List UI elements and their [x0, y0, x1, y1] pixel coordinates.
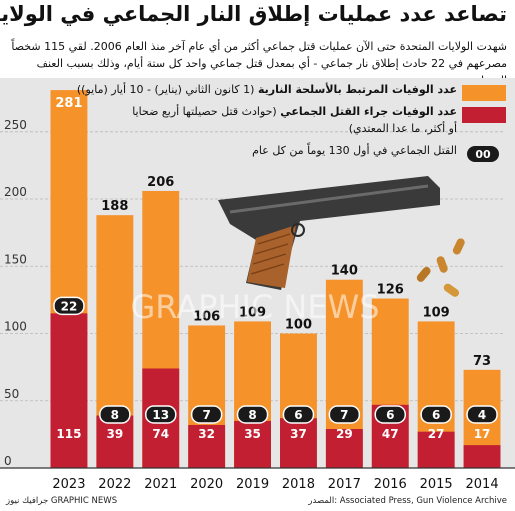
bar-mass [325, 429, 363, 468]
incident-count: 7 [340, 408, 348, 422]
pistol-illustration [218, 176, 440, 290]
bar-mass [50, 313, 88, 468]
total-value-label: 206 [147, 175, 174, 190]
legend-mass-note: (حوادث قتل حصيلتها أربع ضحايا [132, 105, 277, 118]
legend-total-note: (1 كانون الثاني (يناير) - 10 أيار (مايو)… [76, 83, 255, 96]
bar-mass [96, 415, 134, 468]
legend-mass-swatch [462, 107, 506, 123]
incident-count: 6 [294, 408, 302, 422]
legend-total: عدد الوفيات المرتبط بالأسلحة النارية (1 … [77, 83, 457, 96]
legend-mass-note-line2: أو أكثر، ما عدا المعتدي) [348, 122, 457, 135]
legend-total-swatch [462, 85, 506, 101]
incident-badge [99, 405, 131, 424]
bar-mass [188, 424, 226, 468]
x-tick-label: 2016 [374, 477, 407, 492]
chart-title: تصاعد عدد عمليات إطلاق النار الجماعي في … [0, 2, 507, 26]
legend-mass-label: عدد الوفيات جراء القتل الجماعي [280, 105, 457, 118]
incident-count: 13 [152, 408, 169, 422]
legend-incidents-label: القتل الجماعي في أول 130 يوماً من كل عام [252, 144, 457, 157]
incident-badge [145, 405, 177, 424]
y-tick-label: 50 [4, 387, 19, 401]
total-value-label: 106 [193, 309, 220, 324]
mass-value-label: 115 [56, 427, 81, 441]
incident-badge [236, 405, 269, 424]
total-value-label: 109 [423, 305, 450, 320]
bar-mass [463, 445, 501, 468]
incident-count: 4 [478, 408, 486, 422]
incident-badge [374, 405, 406, 424]
bullets-illustration [416, 238, 465, 297]
x-tick-label: 2018 [282, 477, 315, 492]
axes: 0 50 100 150 200 250 [0, 118, 515, 469]
incident-count: 7 [202, 408, 210, 422]
mass-value-label: 17 [474, 427, 491, 441]
x-tick-label: 2015 [420, 477, 453, 492]
total-value-label: 140 [331, 264, 358, 279]
incident-badge [420, 405, 452, 424]
incident-badge [53, 296, 85, 316]
total-value-label: 109 [239, 305, 266, 320]
incident-badge [282, 405, 315, 424]
bars-group: 2811152220231883982022206741320211063272… [50, 85, 506, 492]
bar-mass [417, 431, 455, 468]
watermark-text: GRAPHIC NEWS [130, 288, 379, 326]
mass-value-label: 47 [382, 427, 399, 441]
legend-mass: عدد الوفيات جراء القتل الجماعي (حوادث قت… [132, 105, 457, 118]
x-tick-label: 2022 [98, 477, 131, 492]
incident-count: 8 [111, 408, 119, 422]
y-tick-label: 0 [4, 454, 12, 468]
bar-mass [280, 418, 317, 468]
mass-value-label: 29 [336, 427, 353, 441]
total-value-label: 281 [55, 96, 82, 111]
legend-total-label: عدد الوفيات المرتبط بالأسلحة النارية [257, 83, 457, 96]
bar-mass [234, 420, 271, 468]
source-note: المصدر: Associated Press, Gun Violence A… [308, 496, 507, 506]
x-tick-label: 2021 [144, 477, 177, 492]
x-tick-label: 2023 [52, 477, 85, 492]
total-value-label: 73 [473, 354, 491, 369]
x-tick-label: 2019 [236, 477, 269, 492]
incident-count: 6 [386, 408, 394, 422]
incident-count: 22 [61, 299, 78, 313]
x-tick-label: 2014 [466, 477, 499, 492]
total-value-label: 100 [285, 318, 312, 333]
incident-count: 6 [432, 408, 440, 422]
y-tick-label: 100 [4, 320, 27, 334]
y-tick-label: 200 [4, 185, 27, 199]
mass-value-label: 27 [428, 427, 445, 441]
mass-value-label: 32 [198, 427, 215, 441]
mass-value-label: 39 [106, 427, 123, 441]
legend-badge-swatch [467, 146, 499, 162]
incident-badge [328, 405, 361, 424]
incident-badge [190, 405, 223, 424]
incident-count: 8 [248, 408, 256, 422]
x-tick-label: 2020 [190, 477, 223, 492]
legend-badge-text: 00 [475, 148, 491, 161]
incident-badge [466, 405, 498, 424]
y-tick-label: 250 [4, 118, 27, 132]
mass-value-label: 74 [152, 427, 169, 441]
mass-value-label: 35 [244, 427, 261, 441]
total-value-label: 188 [101, 199, 128, 214]
total-value-label: 126 [377, 283, 404, 298]
credit-note: جرافيك نيوز GRAPHIC NEWS [6, 496, 118, 506]
mass-value-label: 37 [290, 427, 307, 441]
x-tick-label: 2017 [328, 477, 361, 492]
y-tick-label: 150 [4, 252, 27, 266]
